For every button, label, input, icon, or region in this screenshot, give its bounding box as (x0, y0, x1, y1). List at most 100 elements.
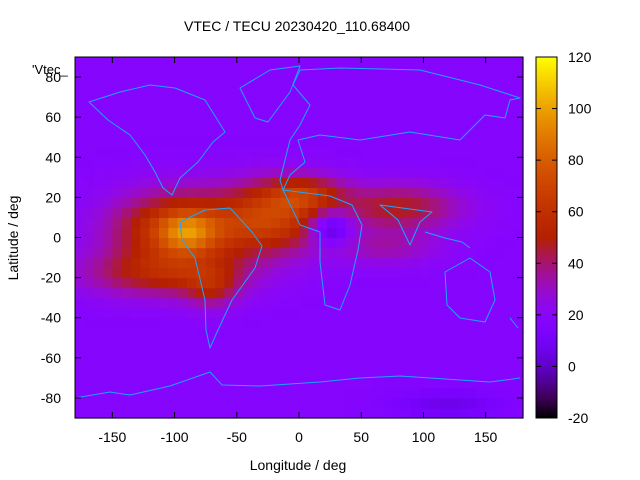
heatmap-cell (383, 247, 393, 259)
heatmap-cell (392, 147, 403, 158)
heatmap-cell (196, 207, 207, 219)
heatmap-cell (504, 307, 515, 319)
heatmap-cell (280, 147, 291, 158)
colorbar-tick-label: 0 (568, 358, 576, 374)
heatmap-cell (243, 287, 253, 299)
heatmap-cell (457, 297, 468, 309)
heatmap-cell (289, 307, 300, 319)
heatmap-cell (495, 67, 505, 78)
heatmap-cell (373, 257, 384, 269)
heatmap-cell (345, 97, 356, 108)
heatmap-cell (140, 97, 151, 108)
heatmap-cell (205, 357, 216, 369)
heatmap-cell (103, 137, 113, 148)
heatmap-cell (131, 267, 141, 279)
heatmap-cell (205, 167, 216, 178)
heatmap-cell (476, 377, 487, 389)
heatmap-cell (327, 297, 337, 309)
heatmap-cell (205, 317, 216, 329)
heatmap-cell (215, 187, 225, 198)
heatmap-cell (140, 217, 151, 229)
heatmap-cell (224, 187, 235, 198)
heatmap-cell (168, 137, 179, 148)
heatmap-cell (401, 307, 412, 319)
heatmap-cell (485, 177, 496, 188)
heatmap-cell (392, 397, 403, 409)
heatmap-cell (112, 167, 123, 178)
heatmap-cell (364, 407, 375, 419)
heatmap-cell (336, 377, 347, 389)
heatmap-cell (177, 67, 188, 78)
heatmap-cell (149, 407, 160, 419)
x-axis-label: Longitude / deg (250, 457, 347, 473)
heatmap-cell (159, 137, 169, 148)
heatmap-cell (513, 177, 524, 188)
heatmap-cell (448, 287, 459, 299)
heatmap-cell (271, 337, 281, 349)
heatmap-cell (215, 297, 225, 309)
heatmap-cell (373, 317, 384, 329)
heatmap-cell (243, 307, 253, 319)
heatmap-cell (420, 217, 431, 229)
heatmap-cell (233, 167, 244, 178)
heatmap-cell (224, 247, 235, 259)
heatmap-cell (140, 237, 151, 249)
y-axis-label: Latitude / deg (5, 196, 21, 281)
heatmap-cell (112, 257, 123, 269)
heatmap-cell (112, 117, 123, 128)
heatmap-cell (289, 197, 300, 209)
heatmap-cell (196, 77, 207, 88)
heatmap-cell (336, 177, 347, 188)
heatmap-cell (439, 397, 449, 409)
heatmap-cell (401, 187, 412, 198)
heatmap-cell (140, 257, 151, 269)
heatmap-cell (317, 367, 328, 379)
heatmap-cell (196, 167, 207, 178)
heatmap-cell (345, 327, 356, 339)
heatmap-cell (429, 297, 440, 309)
heatmap-cell (75, 297, 85, 309)
heatmap-cell (149, 237, 160, 249)
heatmap-cell (364, 177, 375, 188)
heatmap-cell (485, 77, 496, 88)
heatmap-cell (121, 57, 132, 68)
heatmap-cell (289, 287, 300, 299)
heatmap-cell (373, 237, 384, 249)
heatmap-cell (140, 207, 151, 219)
heatmap-cell (131, 317, 141, 329)
heatmap-cell (177, 247, 188, 259)
heatmap-cell (84, 57, 95, 68)
heatmap-cell (448, 157, 459, 168)
heatmap-cell (140, 67, 151, 78)
heatmap-cell (271, 307, 281, 319)
heatmap-cell (196, 197, 207, 209)
heatmap-cell (224, 197, 235, 209)
heatmap-cell (271, 387, 281, 399)
heatmap-cell (103, 327, 113, 339)
heatmap-cell (308, 297, 319, 309)
heatmap-cell (457, 247, 468, 259)
heatmap-cell (121, 247, 132, 259)
heatmap-cell (308, 267, 319, 279)
heatmap-cell (457, 87, 468, 98)
heatmap-cell (233, 297, 244, 309)
heatmap-cell (299, 277, 309, 289)
heatmap-cell (495, 207, 505, 219)
heatmap-cell (243, 237, 253, 249)
heatmap-cell (84, 137, 95, 148)
heatmap-cell (457, 97, 468, 108)
heatmap-cell (364, 227, 375, 239)
heatmap-cell (252, 297, 263, 309)
heatmap-cell (299, 287, 309, 299)
heatmap-cell (308, 367, 319, 379)
heatmap-cell (420, 167, 431, 178)
heatmap-cell (383, 117, 393, 128)
heatmap-cell (177, 147, 188, 158)
heatmap-cell (159, 267, 169, 279)
heatmap-cell (327, 197, 337, 209)
heatmap-cell (140, 277, 151, 289)
heatmap-cell (196, 57, 207, 68)
heatmap-cell (373, 197, 384, 209)
heatmap-cell (392, 207, 403, 219)
heatmap-cell (420, 387, 431, 399)
